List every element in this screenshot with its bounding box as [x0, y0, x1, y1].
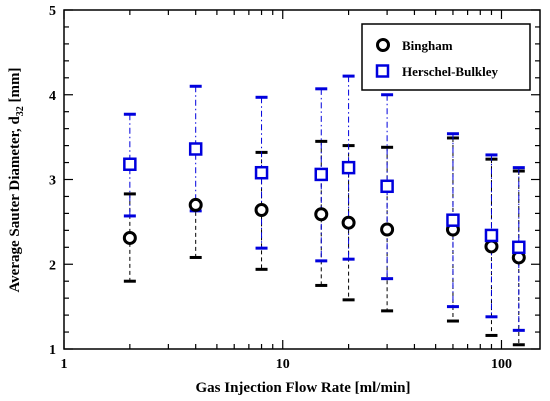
series-herschel-bulkley	[123, 74, 525, 332]
data-point	[484, 239, 499, 254]
data-point	[314, 167, 329, 182]
legend-box	[361, 23, 531, 91]
data-point	[446, 213, 460, 227]
legend-label-bingham: Bingham	[402, 38, 453, 53]
data-point	[341, 215, 356, 230]
x-tick-label: 100	[491, 357, 512, 372]
data-point	[512, 240, 526, 255]
y-axis-title-unit: [mm]	[7, 67, 23, 106]
y-axis-title-main: Average Sauter Diameter, d	[7, 116, 23, 293]
y-tick-label: 1	[49, 343, 56, 358]
y-tick-label: 3	[49, 174, 56, 189]
y-axis-title-subscript: 32	[15, 106, 26, 116]
legend-label-herschel-bulkley: Herschel-Bulkley	[402, 64, 499, 79]
plot-area	[122, 74, 526, 347]
legend-marker-herschel-bulkley	[375, 64, 390, 78]
y-tick-label: 2	[49, 258, 56, 273]
data-point	[254, 165, 269, 180]
legend: Bingham Herschel-Bulkley	[361, 23, 531, 91]
y-tick-label: 4	[49, 89, 56, 104]
x-tick-label: 10	[276, 357, 290, 372]
data-point	[380, 179, 394, 194]
data-point	[122, 230, 137, 245]
data-point	[123, 157, 137, 171]
y-axis-title: Average Sauter Diameter, d32 [mm]	[7, 67, 26, 292]
data-point	[380, 222, 395, 237]
axes: 1 2 3 4 5 1 10 100	[49, 4, 541, 372]
y-tick-label: 5	[49, 4, 56, 19]
markers-herschel-bulkley	[123, 142, 526, 255]
data-point	[314, 207, 329, 222]
data-point	[188, 142, 203, 156]
legend-marker-bingham	[376, 38, 390, 52]
x-tick-label: 1	[61, 357, 68, 372]
data-point	[188, 197, 203, 212]
data-point	[484, 228, 499, 243]
data-point	[254, 203, 269, 218]
markers-bingham	[122, 197, 526, 265]
x-axis-title: Gas Injection Flow Rate [ml/min]	[196, 380, 411, 396]
data-point	[341, 160, 356, 175]
